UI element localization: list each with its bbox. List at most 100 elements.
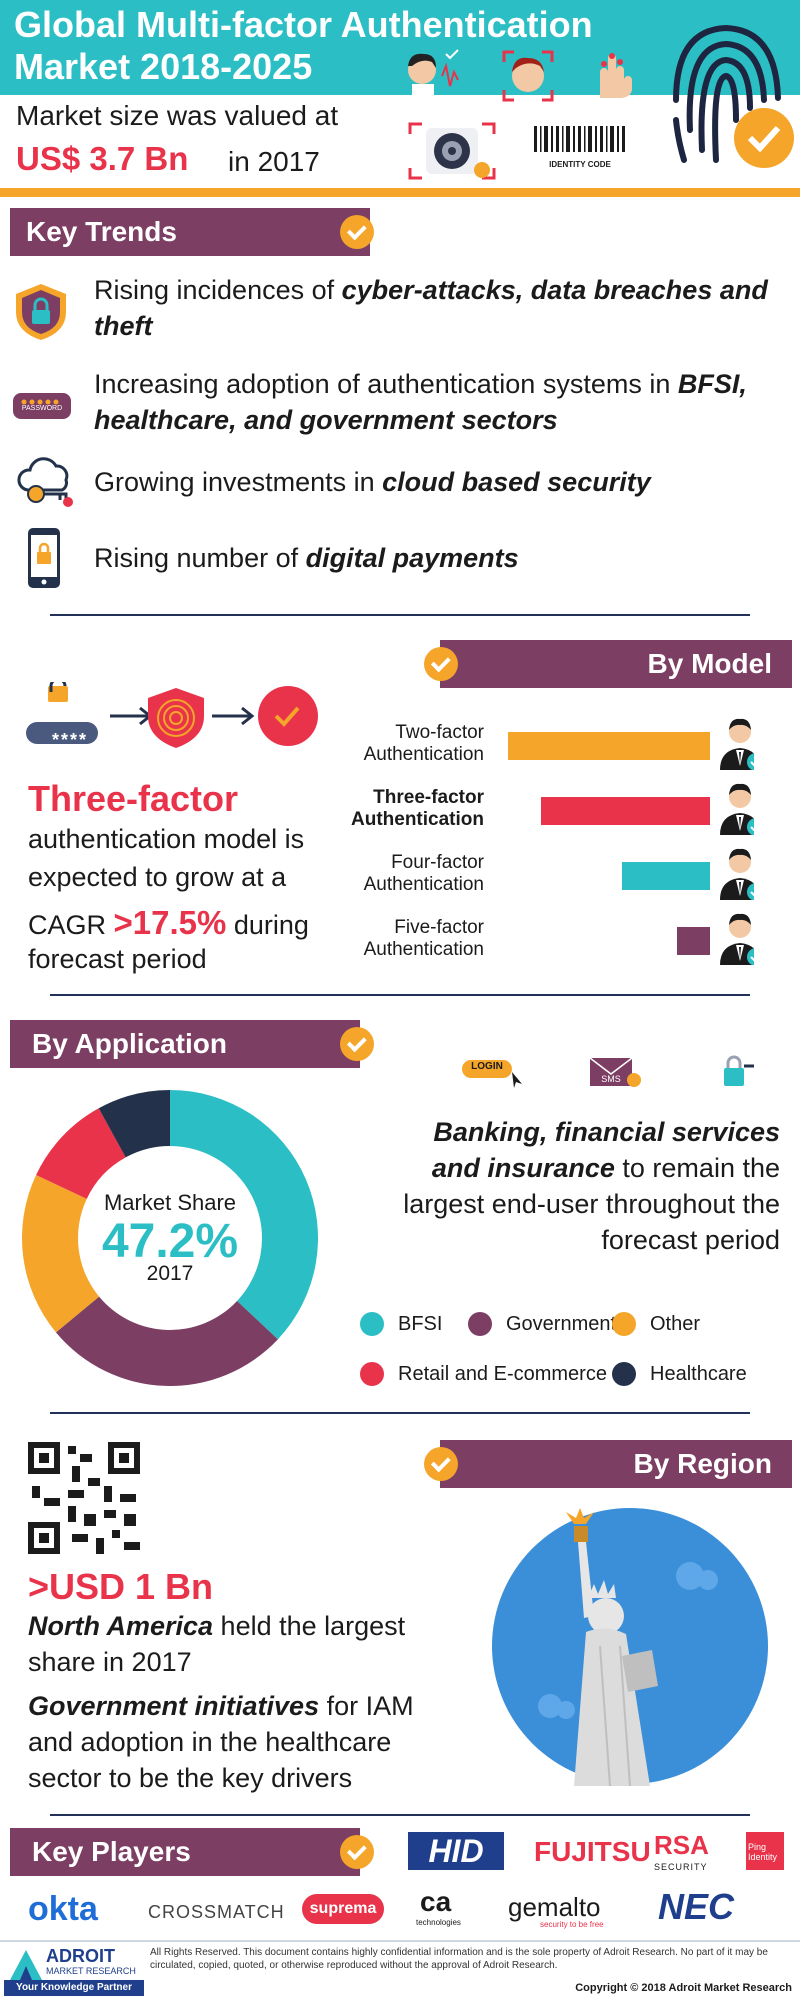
ca-logo: ca — [420, 1886, 452, 1917]
fingerprint-icon — [673, 24, 794, 168]
cagr-suffix: during — [226, 910, 309, 940]
model-highlight: Three-factor — [28, 778, 239, 819]
model-statement: authentication model is expected to grow… — [28, 824, 305, 892]
login-label: LOGIN — [471, 1061, 503, 1072]
face-scan-icon — [502, 50, 554, 102]
sms-icon — [589, 1057, 641, 1087]
section-divider — [50, 994, 750, 996]
model-bar-chart: Two-factor Authentication Three-factor Au… — [340, 710, 770, 970]
application-donut-chart — [22, 1090, 319, 1386]
trend-text: Growing investments in — [94, 467, 383, 497]
section-divider — [50, 1412, 750, 1414]
lock-key-icon — [724, 1055, 754, 1086]
donut-slice-retail-and-e-commerce — [36, 1108, 126, 1199]
header-banner — [0, 0, 800, 95]
gemalto-logo: gemalto — [508, 1892, 601, 1922]
region-value: >USD 1 Bn — [28, 1566, 214, 1607]
footer-brand: ADROIT — [46, 1946, 115, 1966]
businessman-icon — [720, 783, 754, 835]
legend-label: Other — [650, 1313, 701, 1335]
voice-recognition-icon — [408, 49, 459, 102]
market-size-label: Market size was valued at — [16, 100, 339, 131]
trend-highlight: cyber-attacks, data breaches and theft — [94, 275, 768, 341]
legend-swatch — [612, 1362, 636, 1386]
trend-text: Increasing adoption of authentication sy… — [94, 369, 678, 399]
by-region-heading: By Region — [440, 1440, 792, 1488]
cloud-key-icon — [17, 457, 73, 507]
region-highlight: Government initiatives — [28, 1691, 320, 1721]
trend-item-cloud: Growing investments in cloud based secur… — [94, 464, 784, 500]
cagr-prefix: CAGR — [28, 910, 114, 940]
fingerprint-hand-icon — [600, 53, 632, 98]
key-trends-heading-text: Key Trends — [26, 216, 177, 247]
section-divider — [50, 614, 750, 616]
legend-swatch — [360, 1362, 384, 1386]
iris-scan-icon — [408, 122, 496, 180]
barcode-icon — [534, 126, 625, 152]
region-statement-1: North America held the largest share in … — [28, 1608, 448, 1680]
footer — [0, 1940, 800, 2000]
key-players-heading-text: Key Players — [32, 1836, 191, 1867]
trend-text: Rising number of — [94, 543, 306, 573]
model-label: Three-factor Authentication — [351, 787, 484, 830]
businessman-icon — [720, 913, 754, 965]
footer-brand-sub: MARKET RESEARCH — [46, 1966, 136, 1976]
market-size-value: US$ 3.7 Bn — [16, 140, 189, 177]
key-trends-heading: Key Trends — [10, 208, 370, 256]
crossmatch-logo: CROSSMATCH — [148, 1902, 285, 1922]
trend-highlight: cloud based security — [382, 467, 651, 497]
page-title: Global Multi-factor Authentication Marke… — [14, 4, 593, 87]
by-application-heading: By Application — [10, 1020, 360, 1068]
footer-copyright: Copyright © 2018 Adroit Market Research — [575, 1982, 792, 1994]
by-application-heading-text: By Application — [32, 1028, 227, 1059]
rsa-sub-logo: SECURITY — [654, 1862, 708, 1872]
check-icon — [340, 1835, 374, 1869]
check-icon — [424, 647, 458, 681]
footer-disclaimer: All Rights Reserved. This document conta… — [150, 1947, 768, 1971]
donut-slice-healthcare — [98, 1090, 170, 1158]
barcode-label: IDENTITY CODE — [549, 160, 611, 169]
password-field-icon — [13, 393, 71, 419]
region-statement-2: Government initiatives for IAM and adopt… — [28, 1688, 458, 1796]
check-icon — [340, 215, 374, 249]
model-label: Five-factor Authentication — [363, 917, 484, 960]
trend-item-payments: Rising number of digital payments — [94, 540, 784, 576]
statement-highlight: Banking, financial services and insuranc… — [431, 1117, 780, 1183]
region-highlight: North America — [28, 1611, 214, 1641]
model-bar — [508, 732, 710, 760]
legend-swatch — [612, 1312, 636, 1336]
shield-lock-icon — [16, 284, 66, 340]
application-statement: Banking, financial services and insuranc… — [380, 1114, 780, 1258]
qr-code-icon — [28, 1442, 140, 1554]
model-bar — [677, 927, 710, 955]
okta-logo: okta — [28, 1890, 98, 1928]
mobile-lock-icon — [28, 528, 60, 588]
region-text: for IAM and adoption in the healthcare s… — [28, 1691, 414, 1793]
market-size-year: in 2017 — [228, 146, 320, 177]
model-label: Two-factor Authentication — [363, 722, 484, 765]
model-bar — [622, 862, 710, 890]
nec-logo: NEC — [658, 1886, 735, 1927]
application-legend: BFSI Government Other Retail and E-commerce… — [356, 1302, 786, 1392]
check-icon — [340, 1027, 374, 1061]
password-label: PASSWORD — [21, 405, 63, 412]
ca-sub-logo: technologies — [416, 1918, 461, 1927]
businessman-icon — [720, 848, 754, 900]
model-forecast-text: forecast period — [28, 944, 207, 974]
cagr-value: >17.5% — [113, 904, 227, 941]
by-model-heading-text: By Model — [647, 648, 772, 679]
auth-flow-icon — [26, 682, 318, 748]
suprema-logo: suprema — [302, 1894, 384, 1924]
model-cagr: CAGR >17.5% during — [28, 904, 309, 942]
statement-text: to remain the largest end-user throughou… — [403, 1153, 780, 1255]
model-bar — [541, 797, 710, 825]
footer-tagline: Your Knowledge Partner — [4, 1980, 144, 1996]
legend-label: Healthcare — [650, 1363, 747, 1385]
section-divider — [50, 1814, 750, 1816]
key-players-heading: Key Players — [10, 1828, 360, 1876]
fujitsu-logo: FUJITSU — [534, 1836, 651, 1867]
legend-swatch — [360, 1312, 384, 1336]
adroit-logo-icon — [10, 1950, 42, 1980]
password-mask: **** — [51, 730, 89, 750]
businessman-icon — [720, 718, 754, 770]
